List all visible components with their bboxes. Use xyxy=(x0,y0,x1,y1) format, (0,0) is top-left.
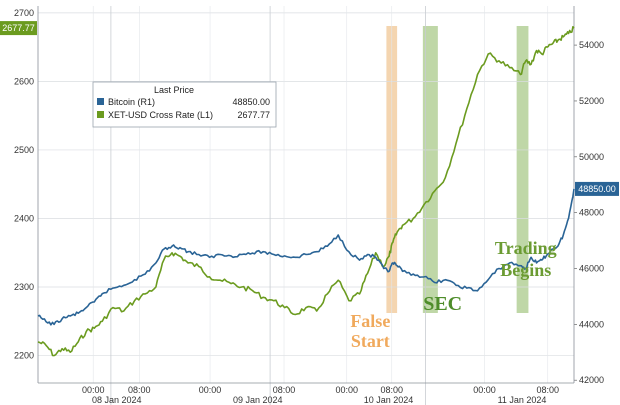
y-left-tick-label: 2300 xyxy=(14,282,34,292)
series-line-xet-usd xyxy=(37,26,575,357)
y-left-tick-label: 2400 xyxy=(14,213,34,223)
x-time-tick-label: 08:00 xyxy=(536,385,559,395)
y-left-tick-label: 2700 xyxy=(14,8,34,18)
y-right-tick-label: 46000 xyxy=(579,264,604,274)
x-date-tick-label: 09 Jan 2024 xyxy=(233,395,283,405)
highlight-band-1 xyxy=(422,26,438,313)
y-right-tick-label: 48000 xyxy=(579,208,604,218)
annotation-label-0: Start xyxy=(351,331,390,351)
badge-right-bg xyxy=(575,181,619,196)
legend-swatch-xet xyxy=(97,111,104,118)
y-left-tick-label: 2200 xyxy=(14,351,34,361)
axes: 2200 2300 2400 2500 2600 2700 42000 44000 46000 4… xyxy=(14,6,604,405)
legend-label-bitcoin: Bitcoin (R1) xyxy=(108,97,155,107)
x-time-tick-label: 00:00 xyxy=(335,385,358,395)
annotation-label-2: Trading xyxy=(495,238,557,258)
legend: Last Price Bitcoin (R1) 48850.00 XET-USD… xyxy=(92,81,277,128)
legend-swatch-bitcoin xyxy=(97,98,104,105)
annotation-label-2: Begins xyxy=(500,260,551,280)
x-date-tick-label: 11 Jan 2024 xyxy=(498,395,547,405)
highlight-band-2 xyxy=(516,26,529,313)
x-time-tick-label: 00:00 xyxy=(473,385,496,395)
x-date-tick-label: 10 Jan 2024 xyxy=(364,395,414,405)
last-value-badges: 2677.77 48850.00 xyxy=(0,21,619,196)
legend-label-xet: XET-USD Cross Rate (L1) xyxy=(108,110,213,120)
legend-value-bitcoin: 48850.00 xyxy=(232,97,270,107)
y-right-tick-label: 50000 xyxy=(579,152,604,162)
legend-value-xet: 2677.77 xyxy=(237,110,270,120)
x-time-tick-label: 08:00 xyxy=(273,385,296,395)
badge-left-bg xyxy=(0,21,37,36)
y-right-tick-label: 42000 xyxy=(579,375,604,385)
x-date-tick-label: 08 Jan 2024 xyxy=(92,395,142,405)
x-time-tick-label: 00:00 xyxy=(199,385,222,395)
y-left-tick-label: 2600 xyxy=(14,76,34,86)
x-time-tick-label: 08:00 xyxy=(380,385,403,395)
y-right-tick-label: 54000 xyxy=(579,40,604,50)
badge-right-value: 48850.00 xyxy=(578,184,616,194)
y-right-tick-label: 52000 xyxy=(579,96,604,106)
badge-left-value: 2677.77 xyxy=(2,23,35,33)
y-left-tick-label: 2500 xyxy=(14,145,34,155)
annotation-label-1: SEC xyxy=(423,293,462,315)
annotation-label-0: False xyxy=(350,311,390,331)
grid xyxy=(38,6,574,405)
x-time-tick-label: 00:00 xyxy=(82,385,105,395)
legend-title: Last Price xyxy=(154,85,194,95)
series-lines xyxy=(37,26,575,357)
x-time-tick-label: 08:00 xyxy=(128,385,151,395)
y-right-tick-label: 44000 xyxy=(579,319,604,329)
series-line-bitcoin xyxy=(37,188,575,326)
